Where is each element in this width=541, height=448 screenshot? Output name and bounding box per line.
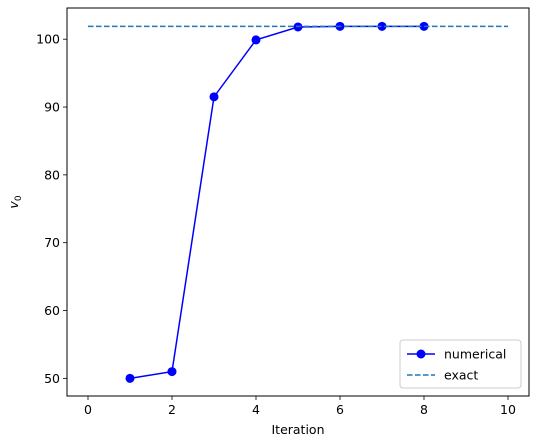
x-tick-label: 4 — [252, 402, 260, 417]
legend: numerical exact — [399, 339, 522, 389]
x-tick-label: 2 — [168, 402, 176, 417]
x-tick-label: 8 — [420, 402, 428, 417]
y-axis-label-main: v — [6, 201, 21, 209]
y-tick-label: 100 — [36, 32, 60, 47]
x-axis-label: Iteration — [271, 422, 324, 437]
y-tick-label: 70 — [44, 235, 60, 250]
data-point — [167, 367, 177, 377]
y-axis-label: v0 — [6, 195, 24, 208]
data-point — [125, 373, 135, 383]
axes-frame — [66, 7, 530, 397]
legend-label: exact — [444, 368, 478, 383]
y-tick-label: 90 — [44, 100, 60, 115]
data-point — [209, 92, 219, 102]
y-axis-ticks: 50 60 70 80 90 100 — [36, 32, 67, 386]
data-point — [377, 21, 387, 31]
y-tick-label: 80 — [44, 167, 60, 182]
legend-box — [399, 339, 522, 389]
x-tick-label: 6 — [336, 402, 344, 417]
legend-marker — [416, 349, 426, 359]
y-tick-label: 50 — [44, 371, 60, 386]
data-point — [251, 35, 261, 45]
plot-area — [88, 21, 508, 383]
x-tick-label: 0 — [84, 402, 92, 417]
y-tick-label: 60 — [44, 303, 60, 318]
series-line-numerical — [129, 25, 424, 380]
x-axis-ticks: 0 2 4 6 8 10 — [84, 396, 516, 417]
x-tick-label: 10 — [500, 402, 516, 417]
y-axis-label-subscript: 0 — [14, 195, 24, 201]
legend-label: numerical — [444, 347, 506, 362]
